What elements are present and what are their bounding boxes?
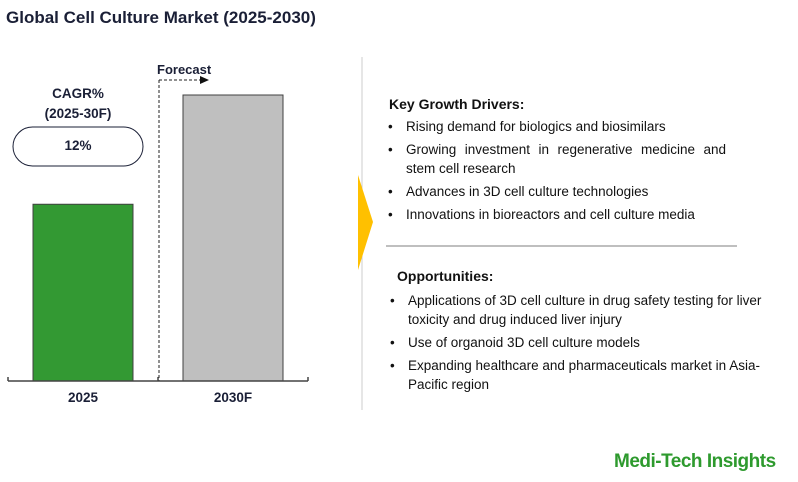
forecast-arrow-icon [200,76,209,84]
x-tick-label: 2025 [67,390,99,405]
cagr-title: CAGR% [52,86,104,101]
chart-title: Global Cell Culture Market (2025-2030) [6,8,316,27]
brand-logo: Medi-Tech Insights [614,451,776,472]
cagr-label: CAGR% (2025-30F) [0,84,156,124]
drivers-section: Key Growth Drivers: Rising demand for bi… [386,96,736,228]
cagr-period: (2025-30F) [44,106,112,121]
list-item: Advances in 3D cell culture technologies [386,182,726,201]
cagr-value: 12% [64,138,92,153]
list-item: Expanding healthcare and pharmaceuticals… [388,356,763,394]
opportunities-heading: Opportunities: [397,268,494,284]
list-item: Applications of 3D cell culture in drug … [388,291,763,329]
x-tick-label: 2030F [213,390,253,405]
bar-2030F [182,94,284,382]
separator [386,245,737,247]
list-item: Use of organoid 3D cell culture models [388,333,763,352]
list-item: Innovations in bioreactors and cell cult… [386,205,726,224]
list-item: Growing investment in regenerative medic… [386,140,726,178]
list-item: Rising demand for biologics and biosimil… [386,117,726,136]
chevron-right-icon [358,175,373,270]
forecast-label: Forecast [157,62,212,77]
opportunities-section: Opportunities: Applications of 3D cell c… [388,268,768,398]
drivers-heading: Key Growth Drivers: [389,96,525,112]
bar-chart [7,57,373,410]
cagr-pill [12,126,144,167]
bar-2025 [32,203,134,382]
